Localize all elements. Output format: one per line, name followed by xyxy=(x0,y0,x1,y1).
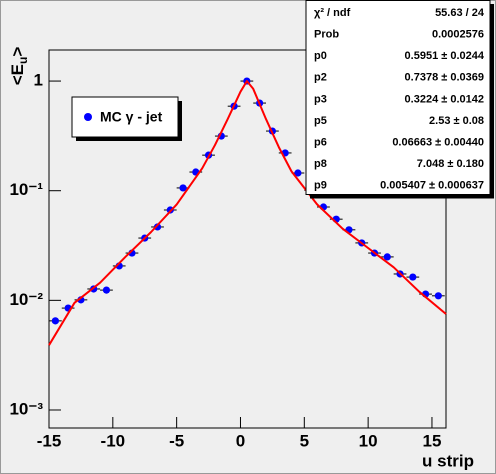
point xyxy=(294,169,302,177)
y-tick-label: 10⁻² xyxy=(9,290,43,309)
stat-name: p9 xyxy=(314,180,327,192)
x-tick-label: 15 xyxy=(422,431,441,450)
y-tick-label: 1 xyxy=(34,71,43,90)
stat-name: p8 xyxy=(314,158,327,170)
x-tick-label: 0 xyxy=(236,431,245,450)
stat-value: 0.5951 ± 0.0244 xyxy=(405,50,485,62)
y-label-part: > xyxy=(8,47,27,57)
stat-name: p6 xyxy=(314,137,327,149)
point xyxy=(179,184,187,192)
y-label-sub: u xyxy=(16,57,30,64)
point xyxy=(153,223,162,231)
x-axis-label: u strip xyxy=(422,451,474,470)
x-tick-label: -15 xyxy=(37,431,62,450)
x-tick-label: -5 xyxy=(169,431,184,450)
stat-value: 0.06663 ± 0.00440 xyxy=(392,137,484,149)
stat-value: 0.7378 ± 0.0369 xyxy=(405,72,484,84)
y-tick-label: 10⁻³ xyxy=(9,399,43,418)
x-tick-label: -10 xyxy=(101,431,126,450)
point xyxy=(409,273,417,281)
y-tick-label: 10⁻¹ xyxy=(9,180,43,199)
stat-name: p2 xyxy=(314,72,327,84)
stat-value: 0.005407 ± 0.000637 xyxy=(380,180,484,192)
stats-shadow xyxy=(490,4,494,198)
stat-value: 2.53 ± 0.08 xyxy=(429,115,484,127)
stat-value: 7.048 ± 0.180 xyxy=(417,158,484,170)
stat-value: 55.63 / 24 xyxy=(435,7,485,19)
stats: χ² / ndf 55.63 / 24 Prob 0.0002576 p0 0.5951 … xyxy=(314,7,485,192)
x-tick-label: 5 xyxy=(300,431,309,450)
stats-shadow xyxy=(310,194,494,199)
point xyxy=(383,253,391,261)
legend-label: MC γ - jet xyxy=(100,109,163,125)
stat-name: Prob xyxy=(314,29,339,41)
stat-name: p3 xyxy=(314,93,327,105)
stat-value: 0.3224 ± 0.0142 xyxy=(405,93,484,105)
point xyxy=(51,317,59,325)
stat-value: 0.0002576 xyxy=(432,29,484,41)
x-tick-label: 10 xyxy=(359,431,378,450)
stat-name: p5 xyxy=(314,115,327,127)
point xyxy=(434,292,442,300)
y-axis-label: <Eu> xyxy=(8,47,30,86)
point xyxy=(102,286,111,294)
stat-name: χ² / ndf xyxy=(314,7,351,19)
stats-box xyxy=(305,0,491,195)
fit-curve xyxy=(48,80,447,346)
stat-name: p0 xyxy=(314,50,327,62)
y-label-part: <E xyxy=(8,64,27,85)
legend-marker xyxy=(84,113,92,121)
